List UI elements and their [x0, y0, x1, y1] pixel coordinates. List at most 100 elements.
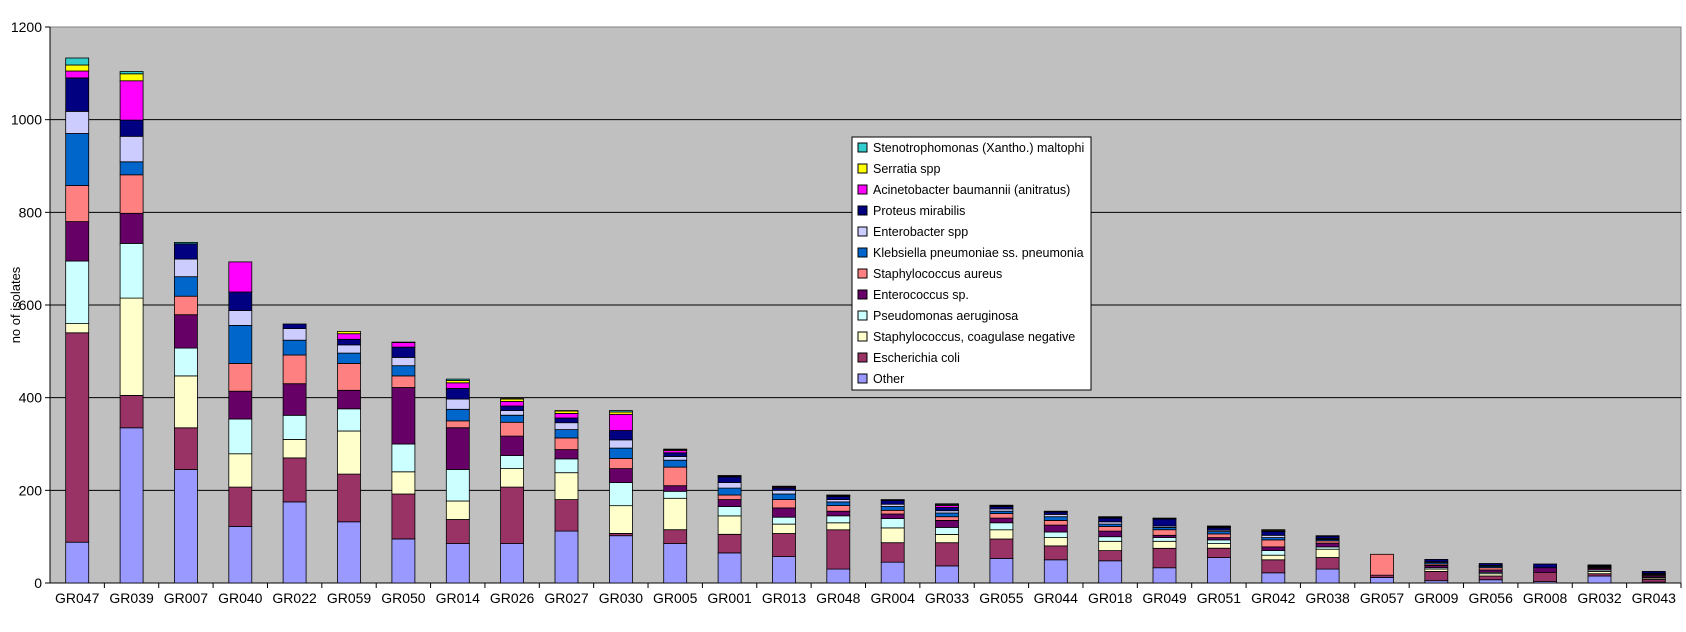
bar-stack-GR057: [1371, 554, 1394, 583]
bar-segment: [1044, 511, 1067, 512]
bar-segment: [609, 431, 632, 440]
bar-segment: [229, 363, 252, 391]
legend-entry: Acinetobacter baumannii (anitratus): [873, 183, 1070, 197]
bar-segment: [338, 331, 361, 333]
bar-stack-GR056: [1479, 564, 1502, 584]
legend: Stenotrophomonas (Xantho.) maltophiSerra…: [852, 137, 1091, 390]
bar-segment: [1316, 536, 1339, 537]
legend-entry: Proteus mirabilis: [873, 204, 965, 218]
x-tick-label: GR009: [1414, 590, 1459, 606]
bar-segment: [664, 544, 687, 583]
bar-segment: [773, 490, 796, 494]
bar-segment: [66, 333, 89, 542]
bar-segment: [936, 527, 959, 534]
legend-swatch: [858, 353, 867, 362]
legend-entry: Serratia spp: [873, 162, 940, 176]
bar-segment: [773, 524, 796, 533]
bar-segment: [174, 315, 197, 348]
bar-segment: [229, 419, 252, 454]
bar-stack-GR059: [338, 331, 361, 583]
bar-segment: [718, 495, 741, 500]
bar-segment: [1044, 560, 1067, 583]
bar-segment: [446, 388, 469, 399]
bar-segment: [392, 376, 415, 388]
bar-segment: [1262, 547, 1285, 551]
bar-segment: [718, 507, 741, 516]
bar-segment: [990, 514, 1013, 519]
legend-swatch: [858, 206, 867, 215]
bar-segment: [1316, 549, 1339, 557]
bar-stack-GR042: [1262, 530, 1285, 583]
bar-stack-GR007: [174, 242, 197, 583]
bar-segment: [827, 496, 850, 499]
bar-segment: [1044, 538, 1067, 546]
bar-segment: [827, 511, 850, 516]
bar-stack-GR043: [1642, 571, 1665, 583]
bar-segment: [501, 487, 524, 543]
bar-segment: [66, 542, 89, 583]
bar-segment: [1479, 564, 1502, 566]
legend-swatch: [858, 185, 867, 194]
bar-segment: [1099, 551, 1122, 561]
bar-segment: [229, 325, 252, 363]
bar-segment: [881, 500, 904, 501]
bar-segment: [283, 458, 306, 502]
x-tick-label: GR044: [1034, 590, 1079, 606]
y-tick-label: 0: [34, 575, 42, 591]
bar-segment: [392, 539, 415, 583]
bar-segment: [718, 516, 741, 535]
bar-segment: [664, 467, 687, 486]
bar-segment: [1153, 548, 1176, 568]
bar-segment: [1207, 526, 1230, 527]
bar-segment: [1153, 538, 1176, 542]
bar-segment: [990, 518, 1013, 523]
x-tick-label: GR047: [55, 590, 100, 606]
bar-segment: [1207, 540, 1230, 544]
bar-segment: [1099, 561, 1122, 583]
bar-stack-GR005: [664, 449, 687, 583]
legend-entry: Other: [873, 372, 904, 386]
x-tick-label: GR013: [762, 590, 807, 606]
bar-segment: [338, 390, 361, 409]
bar-segment: [609, 448, 632, 458]
bar-segment: [1534, 568, 1557, 573]
bar-segment: [990, 558, 1013, 583]
bar-segment: [501, 422, 524, 436]
bar-segment: [881, 562, 904, 583]
bar-segment: [827, 523, 850, 530]
x-tick-label: GR050: [381, 590, 426, 606]
y-tick-label: 1200: [11, 19, 42, 35]
x-tick-label: GR008: [1523, 590, 1568, 606]
bar-segment: [664, 486, 687, 492]
bar-stack-GR040: [229, 262, 252, 583]
legend-swatch: [858, 227, 867, 236]
bar-segment: [1262, 530, 1285, 531]
x-tick-label: GR057: [1360, 590, 1405, 606]
bar-segment: [446, 379, 469, 380]
bar-segment: [1262, 540, 1285, 547]
legend-swatch: [858, 143, 867, 152]
bar-segment: [120, 74, 143, 81]
bar-segment: [718, 488, 741, 495]
bar-segment: [1425, 571, 1448, 580]
bar-segment: [1153, 541, 1176, 548]
bar-segment: [664, 460, 687, 467]
bar-segment: [120, 72, 143, 74]
bar-segment: [446, 501, 469, 520]
bar-segment: [1099, 517, 1122, 518]
y-tick-label: 400: [19, 390, 43, 406]
bar-segment: [1262, 532, 1285, 536]
bar-segment: [1153, 530, 1176, 536]
bar-segment: [609, 469, 632, 483]
x-tick-label: GR039: [109, 590, 154, 606]
x-tick-label: GR049: [1142, 590, 1187, 606]
bar-segment: [555, 438, 578, 450]
x-tick-label: GR055: [979, 590, 1024, 606]
bar-segment: [446, 428, 469, 470]
bar-stack-GR022: [283, 324, 306, 583]
bar-segment: [827, 530, 850, 569]
bar-segment: [827, 506, 850, 512]
bar-segment: [718, 500, 741, 507]
bar-segment: [1044, 521, 1067, 526]
bar-segment: [66, 261, 89, 324]
